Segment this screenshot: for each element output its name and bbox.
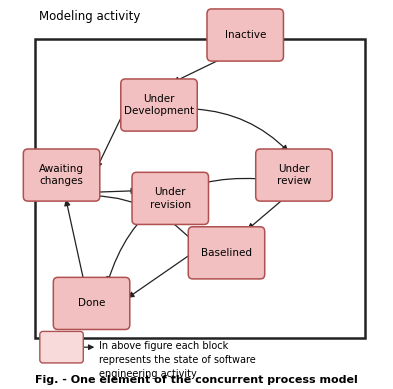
FancyBboxPatch shape: [121, 79, 197, 131]
Text: Fig. - One element of the concurrent process model: Fig. - One element of the concurrent pro…: [35, 375, 358, 385]
Text: Baselined: Baselined: [201, 248, 252, 258]
FancyBboxPatch shape: [40, 331, 83, 363]
FancyBboxPatch shape: [53, 277, 130, 329]
Text: Modeling activity: Modeling activity: [39, 11, 140, 23]
Text: Under
Development: Under Development: [124, 94, 194, 116]
Text: Under
revision: Under revision: [150, 187, 191, 210]
Text: Inactive: Inactive: [224, 30, 266, 40]
FancyBboxPatch shape: [188, 227, 265, 279]
Text: Awaiting
changes: Awaiting changes: [39, 164, 84, 186]
FancyBboxPatch shape: [23, 149, 100, 201]
Text: Done: Done: [78, 298, 105, 308]
Text: Under
review: Under review: [277, 164, 311, 186]
FancyBboxPatch shape: [207, 9, 283, 61]
Text: In above figure each block
represents the state of software
engineering activity: In above figure each block represents th…: [99, 341, 256, 379]
FancyBboxPatch shape: [132, 172, 209, 224]
FancyBboxPatch shape: [256, 149, 332, 201]
